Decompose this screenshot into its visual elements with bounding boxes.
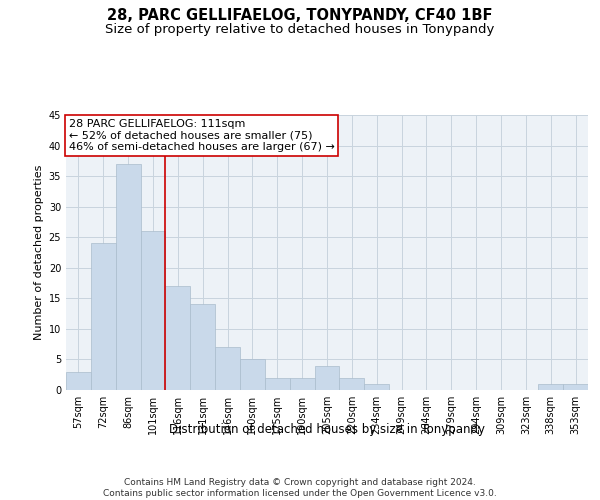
Bar	[314, 366, 340, 390]
Bar	[140, 231, 166, 390]
Text: 28 PARC GELLIFAELOG: 111sqm
← 52% of detached houses are smaller (75)
46% of sem: 28 PARC GELLIFAELOG: 111sqm ← 52% of det…	[68, 119, 334, 152]
Bar	[215, 347, 240, 390]
Bar	[190, 304, 215, 390]
Bar	[116, 164, 140, 390]
Bar	[290, 378, 314, 390]
Bar	[265, 378, 290, 390]
Bar	[563, 384, 588, 390]
Text: Distribution of detached houses by size in Tonypandy: Distribution of detached houses by size …	[169, 422, 485, 436]
Text: Size of property relative to detached houses in Tonypandy: Size of property relative to detached ho…	[106, 22, 494, 36]
Bar	[240, 360, 265, 390]
Bar	[364, 384, 389, 390]
Y-axis label: Number of detached properties: Number of detached properties	[34, 165, 44, 340]
Bar	[166, 286, 190, 390]
Bar	[91, 244, 116, 390]
Text: Contains HM Land Registry data © Crown copyright and database right 2024.
Contai: Contains HM Land Registry data © Crown c…	[103, 478, 497, 498]
Bar	[66, 372, 91, 390]
Text: 28, PARC GELLIFAELOG, TONYPANDY, CF40 1BF: 28, PARC GELLIFAELOG, TONYPANDY, CF40 1B…	[107, 8, 493, 22]
Bar	[340, 378, 364, 390]
Bar	[538, 384, 563, 390]
